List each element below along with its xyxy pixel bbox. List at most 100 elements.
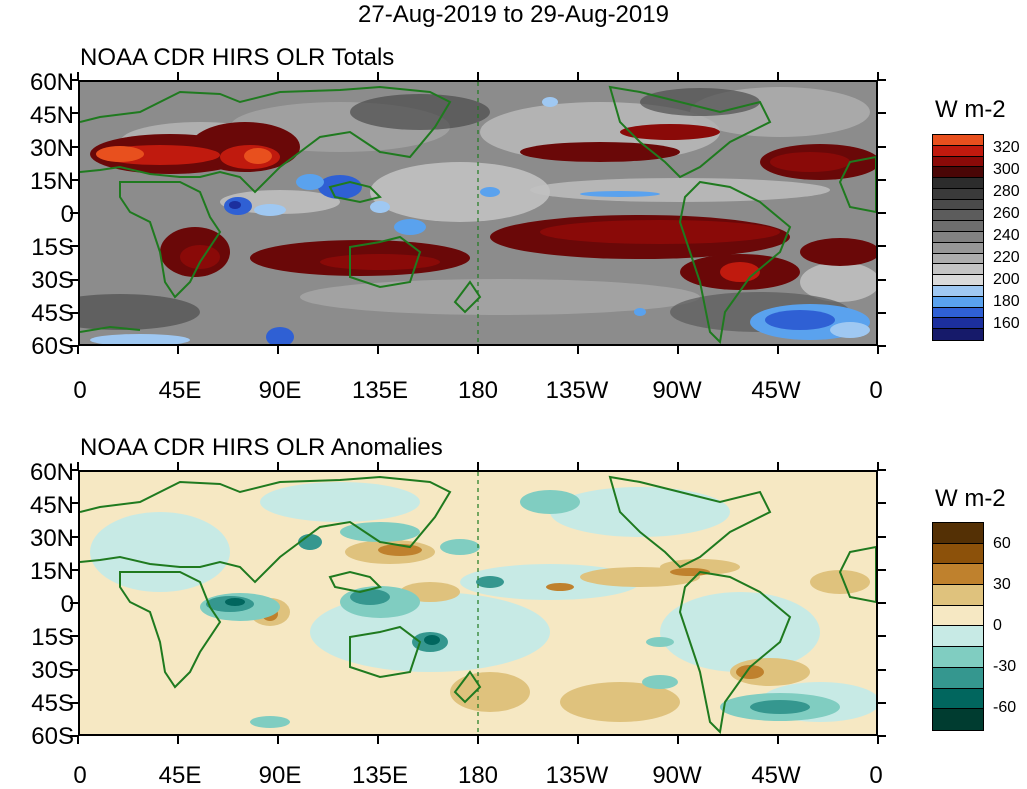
- colorbar-swatch: [933, 242, 983, 254]
- anomaly-colorbar-units: W m-2: [935, 485, 1006, 512]
- anomaly-lon-label: 90W: [652, 762, 702, 789]
- totals-lon-label: 135W: [545, 377, 609, 404]
- totals-colorbar-label: 200: [993, 271, 1020, 288]
- colorbar-swatch: [933, 307, 983, 319]
- axis-tick: [70, 311, 78, 314]
- axis-tick: [177, 462, 179, 470]
- axis-tick: [877, 346, 879, 354]
- anomaly-colorbar: [932, 522, 984, 731]
- axis-tick: [577, 736, 579, 744]
- anomaly-lon-label: 135W: [545, 762, 609, 789]
- axis-tick: [878, 212, 886, 214]
- axis-tick: [878, 635, 886, 638]
- totals-colorbar-label: 220: [993, 249, 1020, 266]
- anomaly-colorbar-label: -30: [993, 658, 1017, 675]
- axis-tick: [70, 502, 78, 505]
- totals-lat-label: 60S: [31, 333, 74, 360]
- totals-lon-label: 45W: [751, 377, 801, 404]
- anomaly-coastlines: [80, 475, 876, 734]
- colorbar-swatch: [933, 264, 983, 276]
- totals-lat-label: 0: [60, 201, 74, 228]
- totals-colorbar: [932, 134, 984, 341]
- anomaly-lon-label: 135E: [351, 762, 409, 789]
- axis-tick: [70, 245, 78, 248]
- axis-tick: [277, 72, 279, 80]
- axis-tick: [877, 72, 879, 80]
- axis-tick: [70, 145, 78, 148]
- colorbar-swatch: [933, 329, 983, 340]
- axis-tick: [377, 346, 379, 354]
- anomaly-colorbar-label: 60: [993, 535, 1011, 552]
- axis-tick: [70, 668, 78, 671]
- axis-tick: [70, 178, 78, 181]
- axis-tick: [277, 736, 279, 744]
- anomaly-lat-label: 0: [60, 591, 74, 618]
- anomaly-lon-label: 45E: [158, 762, 202, 789]
- axis-tick: [677, 72, 679, 80]
- totals-lon-label: 45E: [158, 377, 202, 404]
- totals-lon-label: 180: [457, 377, 499, 404]
- totals-panel-title: NOAA CDR HIRS OLR Totals: [80, 44, 395, 71]
- totals-colorbar-label: 320: [993, 139, 1020, 156]
- axis-tick: [878, 245, 886, 248]
- axis-tick: [277, 346, 279, 354]
- colorbar-swatch: [933, 543, 983, 565]
- anomaly-lon-label: 0: [73, 762, 87, 789]
- axis-tick: [70, 535, 78, 538]
- anomaly-lon-label: 45W: [751, 762, 801, 789]
- axis-tick: [377, 72, 379, 80]
- axis-tick: [777, 346, 779, 354]
- axis-tick: [577, 72, 579, 80]
- axis-tick: [70, 112, 78, 115]
- totals-lon-label: 90W: [652, 377, 702, 404]
- colorbar-swatch: [933, 626, 983, 648]
- axis-tick: [70, 735, 78, 737]
- colorbar-swatch: [933, 178, 983, 189]
- axis-tick: [878, 311, 886, 314]
- totals-coastlines: [80, 85, 876, 344]
- axis-tick: [878, 278, 886, 281]
- colorbar-swatch: [933, 564, 983, 586]
- colorbar-swatch: [933, 253, 983, 265]
- totals-map-canvas: [80, 82, 876, 344]
- anomaly-colorbar-label: 30: [993, 576, 1011, 593]
- axis-tick: [577, 346, 579, 354]
- axis-tick: [277, 462, 279, 470]
- totals-colorbar-label: 160: [993, 315, 1020, 332]
- colorbar-swatch: [933, 275, 983, 286]
- axis-tick: [70, 568, 78, 571]
- axis-tick: [878, 178, 886, 181]
- anomaly-lon-label: 0: [869, 762, 883, 789]
- axis-tick: [377, 462, 379, 470]
- axis-tick: [878, 568, 886, 571]
- colorbar-swatch: [933, 709, 983, 730]
- anomaly-lat-label: 30S: [31, 657, 74, 684]
- axis-tick: [777, 736, 779, 744]
- axis-tick: [677, 346, 679, 354]
- anomaly-lon-label: 180: [457, 762, 499, 789]
- axis-tick: [70, 602, 78, 604]
- anomaly-map-canvas: [80, 472, 876, 734]
- axis-tick: [477, 736, 479, 744]
- totals-lat-label: 15N: [29, 168, 74, 195]
- axis-tick: [70, 345, 78, 347]
- colorbar-swatch: [933, 647, 983, 668]
- anomaly-lat-label: 45N: [29, 492, 74, 519]
- axis-tick: [877, 736, 879, 744]
- axis-tick: [70, 79, 78, 81]
- totals-lon-label: 135E: [351, 377, 409, 404]
- colorbar-swatch: [933, 199, 983, 211]
- axis-tick: [878, 535, 886, 538]
- anomaly-lat-label: 60N: [29, 459, 74, 486]
- axis-tick: [70, 701, 78, 704]
- axis-tick: [77, 736, 79, 744]
- axis-tick: [70, 635, 78, 638]
- axis-tick: [878, 79, 886, 81]
- axis-tick: [77, 72, 79, 80]
- axis-tick: [878, 345, 886, 347]
- axis-tick: [177, 346, 179, 354]
- totals-lat-label: 45S: [31, 300, 74, 327]
- axis-tick: [577, 462, 579, 470]
- axis-tick: [77, 462, 79, 470]
- axis-tick: [377, 736, 379, 744]
